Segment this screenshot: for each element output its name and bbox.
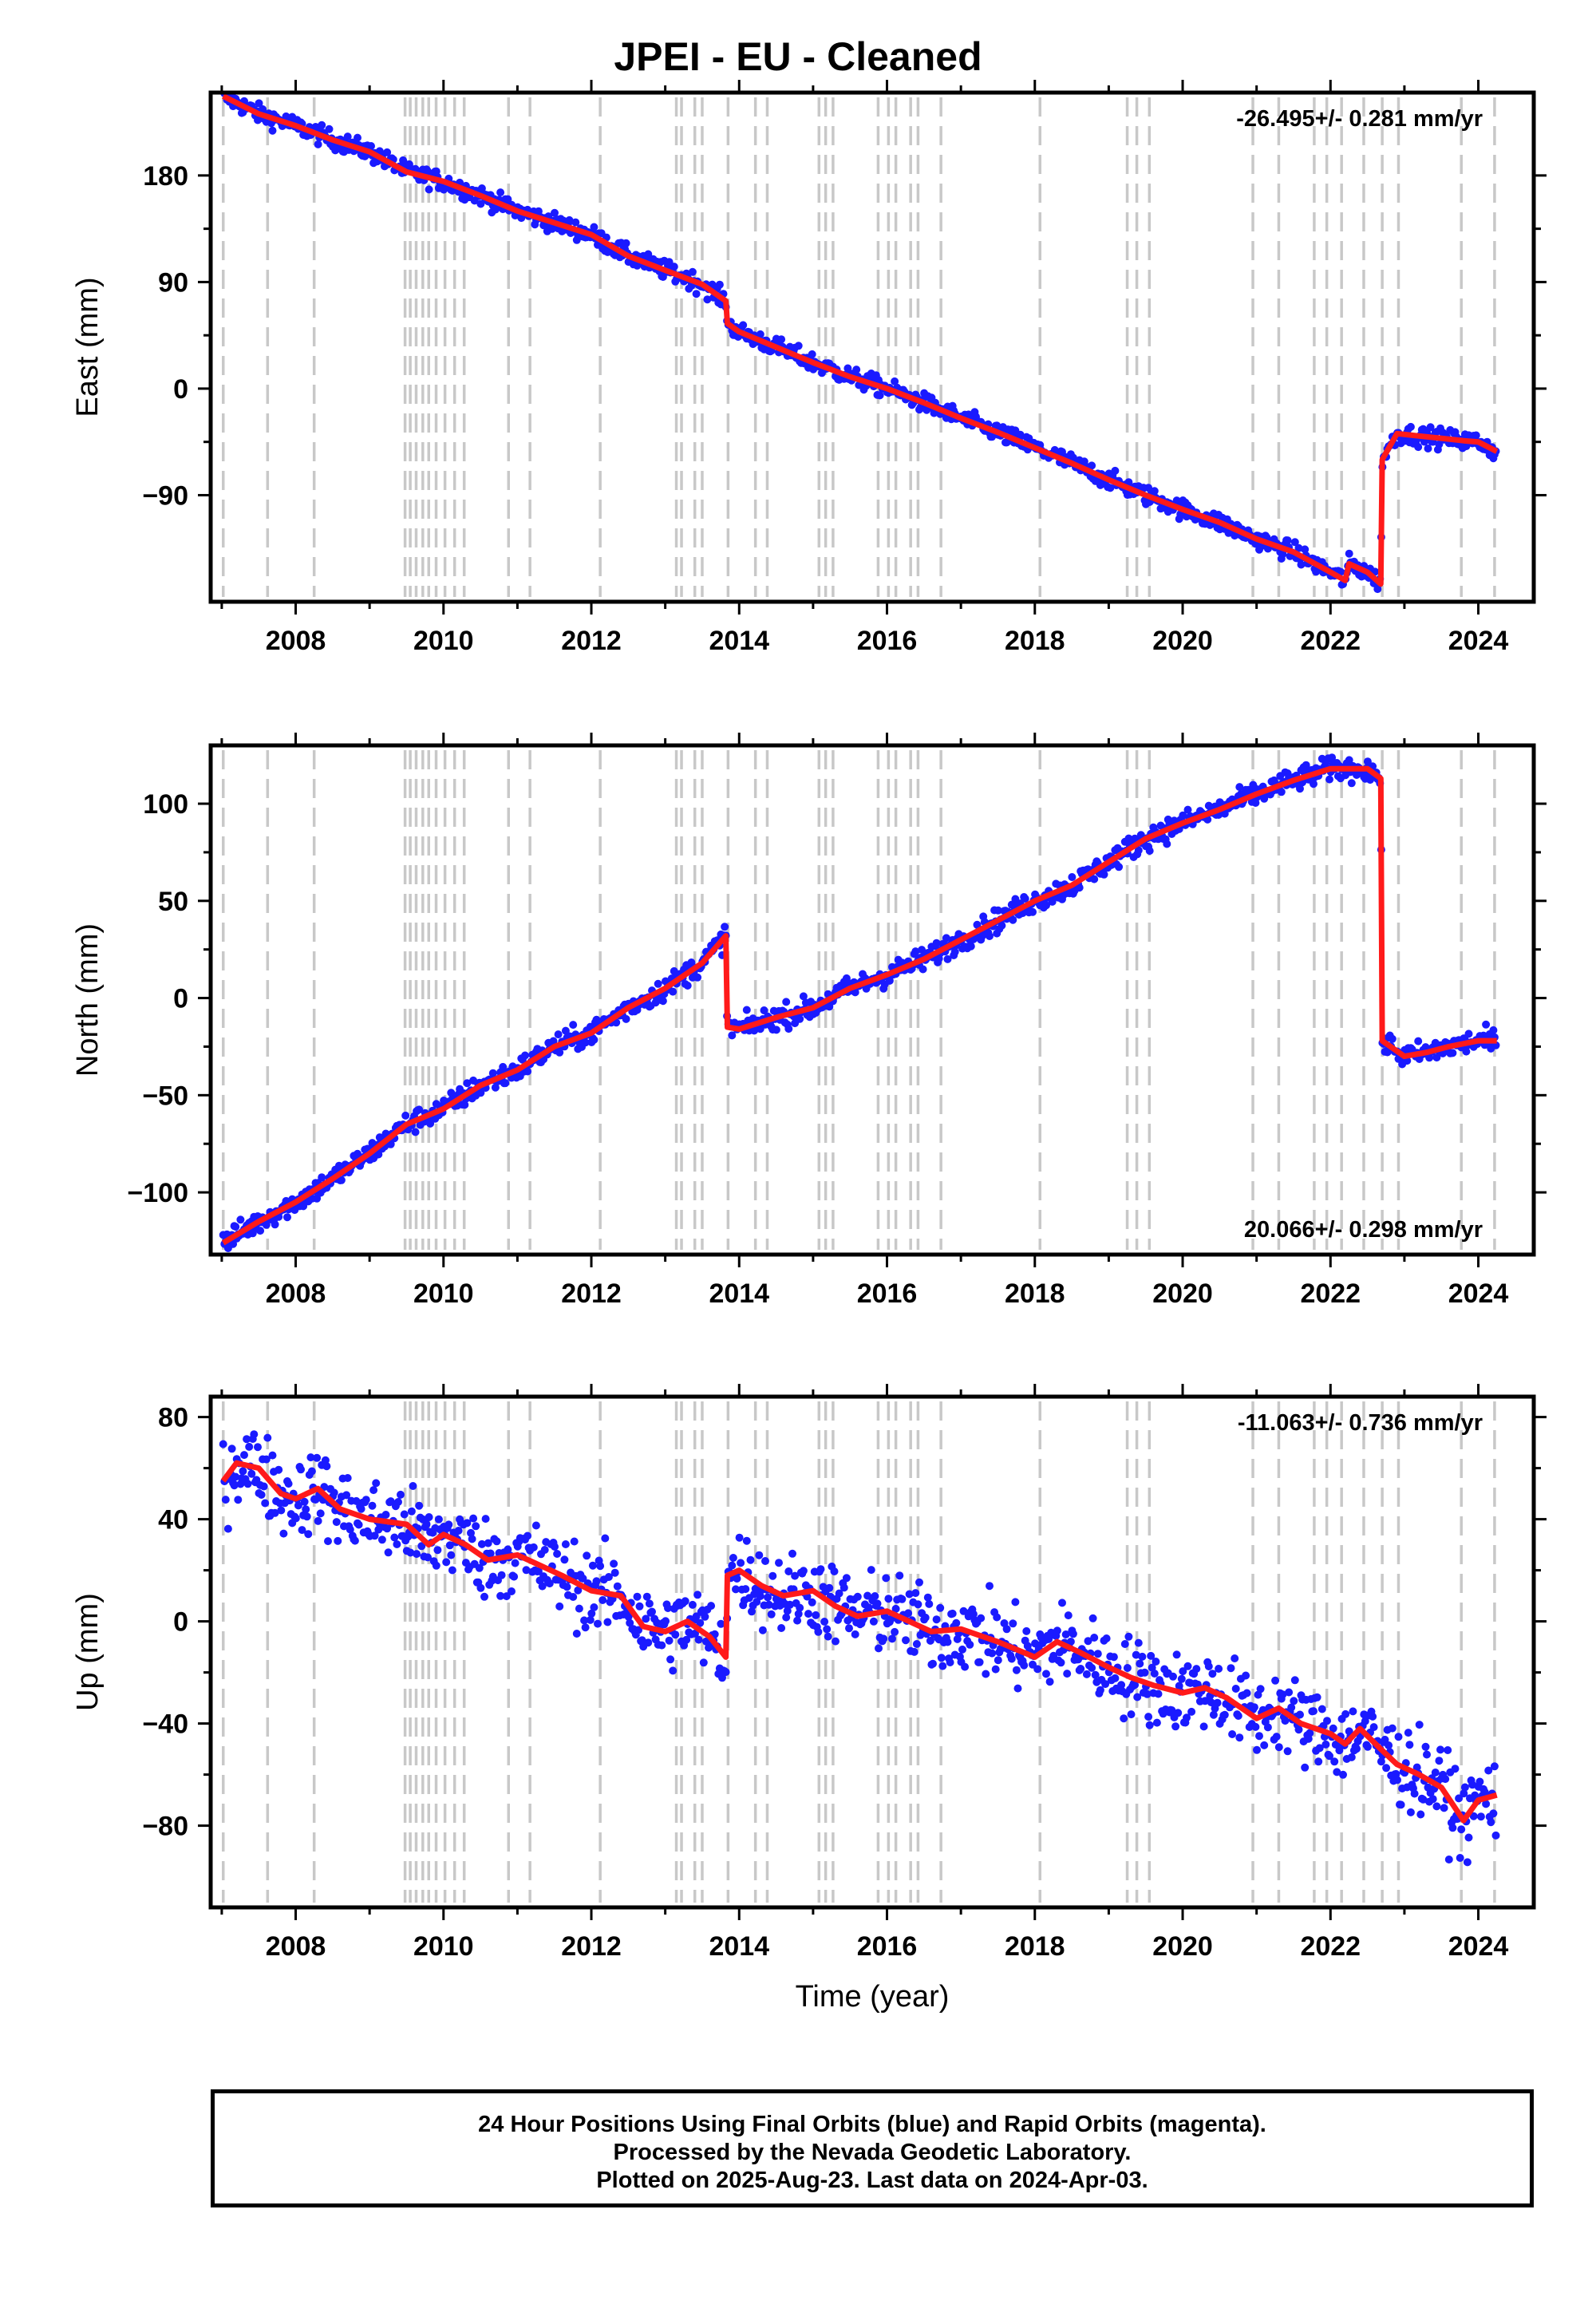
- footer-line-2: Processed by the Nevada Geodetic Laborat…: [613, 2140, 1132, 2165]
- east-x-tick-label: 2014: [709, 626, 769, 656]
- north-x-tick-label: 2008: [266, 1279, 326, 1309]
- up-model-line: [220, 1460, 1498, 1824]
- up-x-tick-label: 2016: [857, 1931, 918, 1962]
- up-x-tick-label: 2018: [1005, 1931, 1065, 1962]
- north-x-tick-label: 2024: [1448, 1279, 1509, 1309]
- north-y-tick-label: −100: [127, 1178, 188, 1208]
- up-y-tick-label: 40: [158, 1505, 188, 1535]
- east-step-lines: [221, 97, 1496, 597]
- north-daily-point: [219, 753, 1500, 1253]
- north-x-tick-label: 2010: [413, 1279, 474, 1309]
- east-x-tick-label: 2020: [1152, 626, 1213, 656]
- footer-box: 24 Hour Positions Using Final Orbits (bl…: [211, 2089, 1534, 2207]
- east-x-tick-label: 2008: [266, 626, 326, 656]
- north-x-tick-label: 2022: [1300, 1279, 1361, 1309]
- footer-line-3: Plotted on 2025-Aug-23. Last data on 202…: [596, 2168, 1148, 2193]
- up-y-tick-label: 80: [158, 1403, 188, 1433]
- up-x-tick-label: 2010: [413, 1931, 474, 1962]
- up-panel: 2008 2010 2012 2014 2016 2018 2020 2022 2024−80−…: [71, 1384, 1547, 1962]
- east-y-tick-label: −90: [142, 480, 188, 511]
- east-frame: [208, 90, 1536, 604]
- north-frame: [208, 743, 1536, 1257]
- up-y-tick-label: −80: [142, 1812, 188, 1842]
- up-x-tick-label: 2012: [561, 1931, 622, 1962]
- east-x-tick-label: 2024: [1448, 626, 1509, 656]
- east-x-tick-label: 2012: [561, 626, 622, 656]
- east-x-tick-label: 2022: [1300, 626, 1361, 656]
- east-y-tick-label: 180: [143, 161, 188, 192]
- east-panel: 2008 2010 2012 2014 2016 2018 2020 2022 2024 −90 0…: [71, 80, 1547, 656]
- north-daily-points: [219, 753, 1500, 1253]
- north-x-tick-label: 2012: [561, 1279, 622, 1309]
- east-rate-label: -26.495+/- 0.281 mm/yr: [1236, 106, 1483, 132]
- up-step-lines: [221, 1401, 1496, 1903]
- up-x-axis: 2008 2010 2012 2014 2016 2018 2020 2022 2024: [220, 1384, 1509, 1962]
- east-x-tick-label: 2010: [413, 626, 474, 656]
- east-y-axis: −90 0 90 180: [142, 161, 1547, 511]
- north-y-axis-label: North (mm): [71, 923, 105, 1077]
- up-y-axis-label: Up (mm): [71, 1593, 105, 1711]
- page-title: JPEI - EU - Cleaned: [614, 34, 982, 79]
- up-y-tick-label: 0: [173, 1607, 188, 1638]
- north-y-tick-label: −50: [142, 1081, 188, 1111]
- north-y-axis: −100 −50 0 50 100: [127, 789, 1547, 1208]
- footer-line-1: 24 Hour Positions Using Final Orbits (bl…: [478, 2112, 1266, 2137]
- east-model-line: [222, 93, 1499, 587]
- north-y-tick-label: 100: [143, 789, 188, 820]
- up-x-tick-label: 2014: [709, 1931, 769, 1962]
- north-y-tick-label: 0: [173, 984, 188, 1014]
- east-y-axis-label: East (mm): [71, 277, 105, 417]
- up-y-tick-label: −40: [142, 1709, 188, 1740]
- north-panel: 2008 2010 2012 2014 2016 2018 2020 2022 2024 −100…: [71, 733, 1547, 1309]
- up-y-axis: −80 −40 0 40 80: [142, 1403, 1547, 1842]
- north-step-lines: [221, 750, 1496, 1250]
- up-x-tick-label: 2022: [1300, 1931, 1361, 1962]
- up-x-tick-label: 2024: [1448, 1931, 1509, 1962]
- north-rate-label: 20.066+/- 0.298 mm/yr: [1244, 1217, 1483, 1243]
- up-frame: [208, 1394, 1536, 1910]
- up-x-tick-label: 2008: [266, 1931, 326, 1962]
- x-axis-label: Time (year): [796, 1980, 950, 2014]
- north-x-tick-label: 2014: [709, 1279, 769, 1309]
- north-x-axis: 2008 2010 2012 2014 2016 2018 2020 2022 2024: [220, 733, 1509, 1309]
- east-x-tick-label: 2016: [857, 626, 918, 656]
- east-y-tick-label: 0: [173, 374, 188, 405]
- east-y-tick-label: 90: [158, 267, 188, 298]
- north-y-tick-label: 50: [158, 887, 188, 917]
- up-rate-label: -11.063+/- 0.736 mm/yr: [1238, 1410, 1483, 1436]
- north-model-line: [221, 765, 1497, 1246]
- north-x-tick-label: 2020: [1152, 1279, 1213, 1309]
- east-x-axis: 2008 2010 2012 2014 2016 2018 2020 2022 2024: [220, 80, 1509, 656]
- north-x-tick-label: 2018: [1005, 1279, 1065, 1309]
- east-x-tick-label: 2018: [1005, 626, 1065, 656]
- north-x-tick-label: 2016: [857, 1279, 918, 1309]
- up-x-tick-label: 2020: [1152, 1931, 1213, 1962]
